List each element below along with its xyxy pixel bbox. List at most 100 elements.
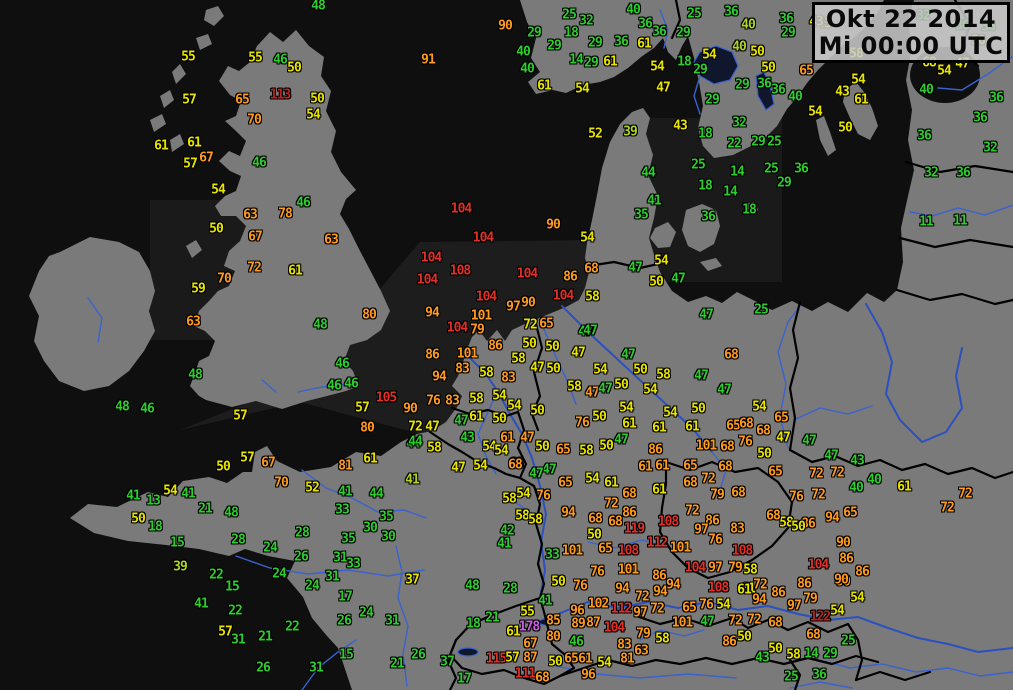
station-value: 68 — [535, 670, 550, 686]
station-value: 50 — [691, 401, 706, 417]
river-elbe-upper — [711, 451, 727, 491]
station-value: 104 — [807, 557, 830, 573]
station-value: 36 — [956, 165, 971, 181]
border-lithuania-poland — [895, 288, 1013, 306]
station-value: 115 — [485, 651, 508, 667]
timestamp-box: Okt 22 2014 Mi 00:00 UTC — [812, 2, 1010, 63]
station-value: 97 — [708, 560, 723, 576]
station-value: 58 — [511, 351, 526, 367]
station-value: 48 — [465, 578, 480, 594]
station-value: 94 — [432, 369, 447, 385]
station-value: 46 — [273, 52, 288, 68]
station-value: 65 — [598, 541, 613, 557]
station-value: 61 — [638, 459, 653, 475]
station-value: 68 — [768, 615, 783, 631]
station-value: 86 — [855, 564, 870, 580]
station-value: 65 — [558, 475, 573, 491]
station-value: 36 — [757, 76, 772, 92]
station-value: 50 — [492, 411, 507, 427]
border-alps-austria-italy — [558, 654, 880, 678]
station-value: 43 — [850, 453, 865, 469]
river-severn — [261, 379, 277, 393]
station-value: 112 — [610, 601, 633, 617]
station-value: 68 — [806, 627, 821, 643]
station-value: 86 — [797, 576, 812, 592]
station-value: 54 — [163, 483, 178, 499]
station-value: 104 — [450, 201, 473, 217]
station-value: 40 — [741, 17, 756, 33]
station-value: 65 — [774, 410, 789, 426]
station-value: 58 — [786, 647, 801, 663]
station-value: 26 — [337, 613, 352, 629]
station-value: 25 — [754, 302, 769, 318]
station-value: 50 — [131, 511, 146, 527]
station-value: 61 — [622, 416, 637, 432]
station-value: 65 — [726, 418, 741, 434]
station-value: 29 — [676, 25, 691, 41]
station-value: 14 — [723, 184, 738, 200]
station-value: 58 — [528, 512, 543, 528]
station-value: 80 — [546, 629, 561, 645]
station-value: 54 — [492, 388, 507, 404]
station-value: 67 — [523, 636, 538, 652]
river-nemunas — [909, 204, 1013, 217]
station-value: 54 — [593, 362, 608, 378]
station-value: 25 — [691, 157, 706, 173]
station-value: 50 — [761, 60, 776, 76]
station-value: 42 — [500, 523, 515, 539]
station-value: 63 — [186, 314, 201, 330]
station-value: 50 — [649, 274, 664, 290]
station-value: 36 — [614, 34, 629, 50]
station-value: 24 — [272, 566, 287, 582]
station-value: 28 — [231, 532, 246, 548]
station-value: 31 — [385, 613, 400, 629]
station-value: 58 — [515, 508, 530, 524]
station-value: 58 — [502, 491, 517, 507]
station-value: 57 — [505, 650, 520, 666]
station-value: 61 — [288, 263, 303, 279]
station-value: 72 — [635, 589, 650, 605]
station-value: 65 — [799, 63, 814, 79]
station-value: 50 — [587, 527, 602, 543]
station-value: 79 — [636, 626, 651, 642]
station-value: 29 — [693, 62, 708, 78]
station-value: 101 — [456, 346, 479, 362]
island-orkney — [196, 34, 212, 50]
station-value: 94 — [615, 581, 630, 597]
station-value: 54 — [306, 107, 321, 123]
station-value: 11 — [953, 213, 968, 229]
station-value: 48 — [311, 0, 326, 14]
station-value: 47 — [699, 307, 714, 323]
station-value: 54 — [516, 486, 531, 502]
border-slovenia — [788, 658, 802, 690]
station-value: 59 — [191, 281, 206, 297]
river-weser — [539, 319, 577, 405]
station-value: 72 — [685, 503, 700, 519]
island-gotland — [843, 82, 878, 140]
station-value: 61 — [363, 451, 378, 467]
station-value: 29 — [781, 25, 796, 41]
station-value: 41 — [338, 484, 353, 500]
station-value: 36 — [989, 90, 1004, 106]
station-value: 47 — [598, 381, 613, 397]
station-value: 39 — [173, 559, 188, 575]
station-value: 14 — [730, 164, 745, 180]
station-value: 43 — [460, 430, 475, 446]
station-value: 48 — [188, 367, 203, 383]
island-bornholm — [744, 202, 758, 215]
station-value: 41 — [405, 472, 420, 488]
station-value: 72 — [811, 487, 826, 503]
station-value: 40 — [919, 82, 934, 98]
station-value: 68 — [731, 485, 746, 501]
river-oder — [777, 305, 801, 449]
station-value: 17 — [457, 671, 472, 687]
station-value: 46 — [140, 401, 155, 417]
station-value: 65 — [843, 505, 858, 521]
station-value: 41 — [181, 486, 196, 502]
station-value: 47 — [583, 323, 598, 339]
station-value: 72 — [753, 577, 768, 593]
station-value: 47 — [656, 80, 671, 96]
island-shetland — [204, 6, 224, 26]
station-value: 58 — [579, 443, 594, 459]
